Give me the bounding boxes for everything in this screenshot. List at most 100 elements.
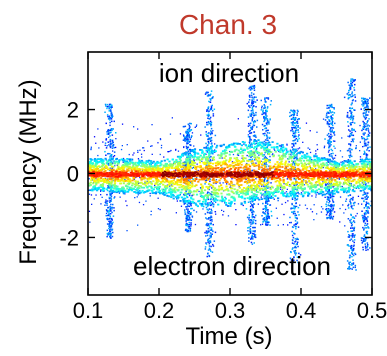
spectrogram-cell: [202, 195, 205, 198]
spectrogram-cell: [298, 159, 301, 162]
spectrogram-cell: [365, 111, 367, 113]
spectrogram-cell: [293, 117, 296, 119]
spectrogram-cell: [249, 142, 251, 144]
spectrogram-cell: [184, 193, 187, 196]
spectrogram-cell: [251, 234, 253, 237]
spectrogram-cell: [287, 168, 290, 171]
spectrogram-cell: [349, 118, 352, 121]
spectrogram-cell: [206, 109, 208, 111]
spectrogram-cell: [110, 198, 113, 200]
spectrogram-cell: [137, 128, 139, 130]
spectrogram-cell: [173, 183, 176, 186]
spectrogram-cell: [212, 203, 215, 206]
spectrogram-cell: [293, 224, 295, 226]
spectrogram-cell: [209, 240, 212, 242]
spectrogram-cell: [157, 208, 160, 210]
spectrogram-cell: [350, 247, 352, 250]
spectrogram-cell: [259, 192, 263, 195]
spectrogram-cell: [263, 161, 266, 164]
spectrogram-cell: [293, 205, 295, 207]
spectrogram-cell: [204, 93, 207, 95]
spectrogram-cell: [363, 200, 365, 202]
spectrogram-cell: [101, 183, 105, 185]
spectrogram-cell: [115, 157, 118, 160]
spectrogram-cell: [363, 107, 365, 110]
spectrogram-cell: [225, 204, 228, 206]
spectrogram-cell: [256, 99, 258, 101]
spectrogram-cell: [364, 227, 366, 229]
spectrogram-cell: [268, 123, 270, 125]
spectrogram-cell: [215, 146, 218, 149]
spectrogram-cell: [210, 108, 213, 110]
spectrogram-cell: [106, 145, 108, 147]
spectrogram-cell: [267, 185, 270, 188]
spectrogram-cell: [316, 144, 318, 146]
spectrogram-cell: [248, 101, 250, 103]
spectrogram-cell: [262, 154, 264, 156]
spectrogram-cell: [196, 156, 199, 159]
spectrogram-cell: [223, 179, 227, 181]
spectrogram-cell: [301, 151, 304, 154]
spectrogram-cell: [218, 172, 221, 175]
spectrogram-cell: [188, 141, 190, 143]
spectrogram-cell: [251, 154, 254, 156]
spectrogram-cell: [110, 226, 113, 228]
spectrogram-cell: [365, 230, 368, 233]
spectrogram-cell: [316, 213, 318, 215]
spectrogram-cell: [250, 86, 252, 89]
spectrogram-cell: [362, 240, 365, 242]
spectrogram-cell: [351, 95, 354, 98]
spectrogram-cell: [220, 164, 223, 167]
spectrogram-cell: [265, 206, 267, 208]
spectrogram-cell: [264, 160, 267, 163]
spectrogram-cell: [102, 168, 106, 171]
spectrogram-cell: [315, 184, 318, 186]
spectrogram-cell: [352, 234, 354, 237]
spectrogram-cell: [90, 148, 92, 151]
spectrogram-cell: [353, 109, 355, 111]
spectrogram-cell: [106, 218, 108, 220]
spectrogram-cell: [367, 106, 369, 108]
spectrogram-cell: [110, 223, 112, 225]
spectrogram-cell: [128, 162, 132, 165]
spectrogram-cell: [187, 224, 189, 227]
spectrogram-cell: [340, 161, 342, 163]
spectrogram-cell: [264, 177, 266, 179]
spectrogram-cell: [292, 211, 294, 213]
spectrogram-cell: [202, 161, 205, 164]
spectrogram-cell: [265, 117, 267, 119]
spectrogram-cell: [109, 230, 111, 232]
spectrogram-cell: [326, 197, 329, 199]
spectrogram-cell: [240, 177, 243, 180]
spectrogram-cell: [330, 117, 332, 120]
spectrogram-cell: [351, 119, 354, 121]
spectrogram-cell: [114, 180, 117, 183]
spectrogram-cell: [368, 178, 371, 181]
spectrogram-cell: [109, 235, 112, 237]
spectrogram-cell: [155, 186, 158, 189]
spectrogram-cell: [347, 94, 350, 96]
spectrogram-cell: [298, 147, 301, 149]
spectrogram-cell: [252, 204, 254, 207]
spectrogram-cell: [251, 85, 254, 88]
spectrogram-cell: [211, 202, 214, 204]
spectrogram-cell: [110, 203, 112, 206]
spectrogram-cell: [189, 202, 191, 204]
spectrogram-cell: [324, 138, 326, 140]
spectrogram-cell: [147, 140, 149, 142]
spectrogram-cell: [351, 221, 353, 224]
spectrogram-cell: [154, 184, 156, 186]
spectrogram-cell: [184, 229, 187, 232]
spectrogram-cell: [207, 91, 209, 94]
spectrogram-cell: [296, 198, 299, 200]
spectrogram-cell: [208, 157, 211, 159]
spectrogram-cell: [286, 194, 289, 196]
spectrogram-cell: [254, 226, 256, 229]
spectrogram-cell: [254, 139, 256, 141]
spectrogram-cell: [251, 106, 254, 109]
spectrogram-cell: [205, 91, 207, 94]
spectrogram-cell: [366, 149, 368, 151]
spectrogram-cell: [236, 152, 240, 155]
spectrogram-cell: [170, 192, 173, 195]
spectrogram-cell: [210, 197, 212, 200]
